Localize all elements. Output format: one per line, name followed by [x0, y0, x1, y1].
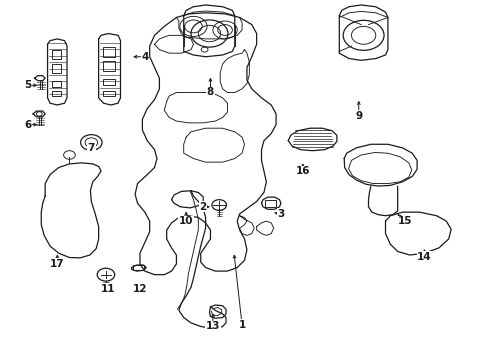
Bar — [52, 64, 61, 73]
Text: 12: 12 — [132, 284, 147, 294]
Bar — [52, 50, 61, 59]
Text: 11: 11 — [101, 284, 115, 294]
Bar — [133, 265, 144, 270]
Text: 13: 13 — [205, 321, 220, 332]
Text: 9: 9 — [354, 111, 362, 121]
Text: 5: 5 — [24, 80, 32, 90]
Bar — [265, 201, 276, 207]
Text: 8: 8 — [206, 87, 214, 98]
Bar — [102, 61, 115, 71]
Text: 1: 1 — [238, 320, 245, 330]
Text: 14: 14 — [416, 252, 431, 262]
Text: 16: 16 — [295, 166, 309, 176]
Text: 15: 15 — [397, 216, 411, 226]
Text: 3: 3 — [277, 209, 284, 219]
Bar — [52, 81, 61, 87]
Bar — [102, 47, 115, 57]
Bar — [102, 79, 115, 85]
Text: 2: 2 — [199, 202, 206, 212]
Text: 10: 10 — [179, 216, 193, 226]
Bar — [102, 91, 115, 96]
Text: 4: 4 — [141, 52, 148, 62]
Text: 17: 17 — [50, 259, 64, 269]
Text: 7: 7 — [87, 143, 95, 153]
Text: 6: 6 — [24, 120, 32, 130]
Bar — [52, 91, 61, 96]
